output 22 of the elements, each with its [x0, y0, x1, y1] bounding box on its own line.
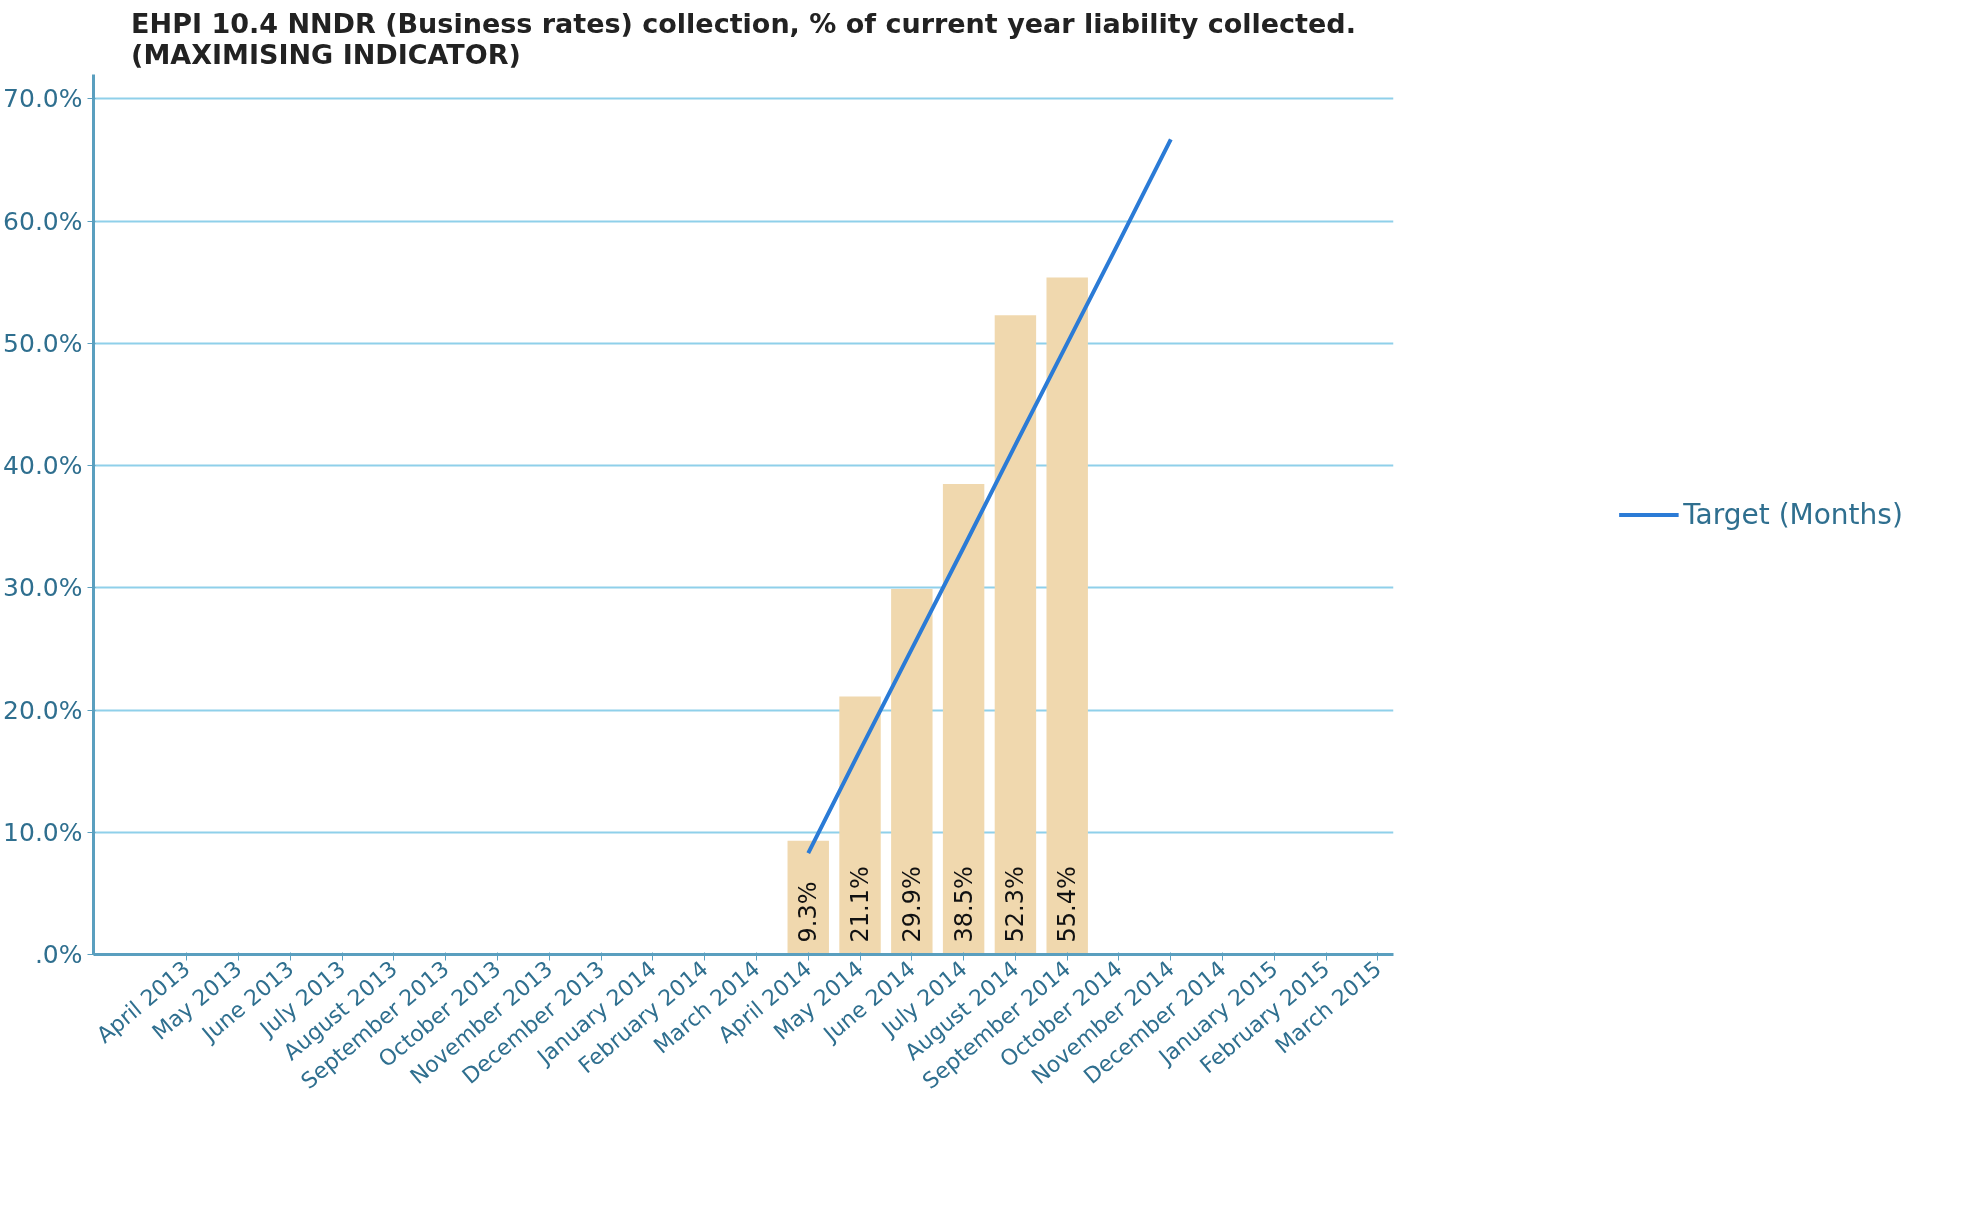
bar — [1046, 277, 1088, 955]
y-tick-label: 60.0% — [3, 206, 83, 236]
y-tick-label: 70.0% — [3, 84, 83, 114]
text: 55.4% — [1053, 866, 1082, 943]
legend-label: Target (Months) — [1683, 497, 1903, 531]
bar — [942, 483, 985, 955]
y-tick-label: 40.0% — [3, 451, 83, 481]
y-tick-label: 10.0% — [3, 817, 83, 847]
text: 38.5% — [949, 866, 978, 943]
y-tick-label: 30.0% — [3, 573, 83, 603]
line-series — [806, 137, 1173, 856]
text: 21.1% — [846, 866, 875, 943]
y-tick-label: .0% — [34, 940, 83, 969]
bar — [839, 696, 881, 955]
text: 29.9% — [897, 866, 926, 943]
bar — [994, 315, 1037, 955]
bar — [891, 589, 933, 955]
y-tick-label: 20.0% — [3, 695, 83, 725]
y-tick-label: 50.0% — [3, 328, 83, 358]
text: 52.3% — [1001, 866, 1030, 943]
chart-title: EHPI 10.4 NNDR (Business rates) collection, % of current year liability collected. (MAXIMISING INDICATOR) — [131, 7, 1356, 70]
text: 9.3% — [794, 881, 823, 943]
